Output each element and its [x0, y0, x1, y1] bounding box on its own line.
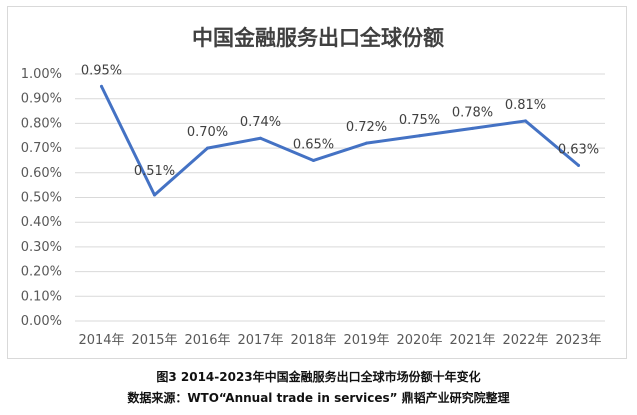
y-tick-label: 0.90% — [21, 92, 62, 107]
data-point — [100, 84, 103, 88]
x-tick-label: 2017年 — [237, 333, 283, 348]
y-tick-label: 0.10% — [21, 289, 62, 304]
data-label: 0.63% — [558, 142, 599, 157]
y-tick-label: 0.70% — [21, 141, 62, 156]
data-point — [577, 163, 580, 167]
x-tick-label: 2018年 — [290, 333, 336, 348]
data-label: 0.65% — [293, 137, 334, 152]
figure-caption: 图3 2014-2023年中国金融服务出口全球市场份额十年变化 — [156, 370, 481, 384]
data-label: 0.78% — [452, 105, 493, 120]
data-label: 0.95% — [81, 63, 122, 78]
data-label: 0.75% — [399, 113, 440, 128]
data-label: 0.74% — [240, 115, 281, 130]
x-tick-label: 2020年 — [396, 333, 442, 348]
x-tick-label: 2021年 — [449, 333, 495, 348]
x-tick-label: 2019年 — [343, 333, 389, 348]
data-point — [206, 146, 209, 150]
data-label: 0.70% — [187, 125, 228, 140]
data-label: 0.81% — [505, 98, 546, 113]
data-point — [471, 126, 474, 130]
line-chart: 中国金融服务出口全球份额 0.00% 0.10% 0.20% 0.30% 0.40% 0.… — [21, 26, 605, 348]
data-point — [365, 141, 368, 145]
series-line — [100, 84, 580, 197]
data-label: 0.72% — [346, 120, 387, 135]
x-tick-label: 2023年 — [555, 333, 601, 348]
y-tick-label: 0.30% — [21, 240, 62, 255]
chart-frame — [7, 6, 627, 359]
y-tick-label: 0.00% — [21, 314, 62, 329]
data-point — [153, 193, 156, 197]
data-point — [312, 158, 315, 162]
chart-title: 中国金融服务出口全球份额 — [192, 26, 444, 50]
y-tick-label: 0.80% — [21, 116, 62, 131]
x-tick-label: 2014年 — [78, 333, 124, 348]
data-point — [259, 136, 262, 140]
y-tick-label: 1.00% — [21, 67, 62, 82]
y-tick-label: 0.60% — [21, 166, 62, 181]
x-tick-label: 2022年 — [502, 333, 548, 348]
y-tick-label: 0.20% — [21, 265, 62, 280]
x-tick-label: 2015年 — [131, 333, 177, 348]
source-caption: 数据来源：WTO“Annual trade in services” 鼎韬产业研… — [127, 391, 510, 405]
y-tick-label: 0.50% — [21, 191, 62, 206]
x-tick-label: 2016年 — [184, 333, 230, 348]
data-label: 0.51% — [134, 164, 175, 179]
data-point — [524, 119, 527, 123]
data-point — [418, 134, 421, 138]
y-tick-label: 0.40% — [21, 215, 62, 230]
